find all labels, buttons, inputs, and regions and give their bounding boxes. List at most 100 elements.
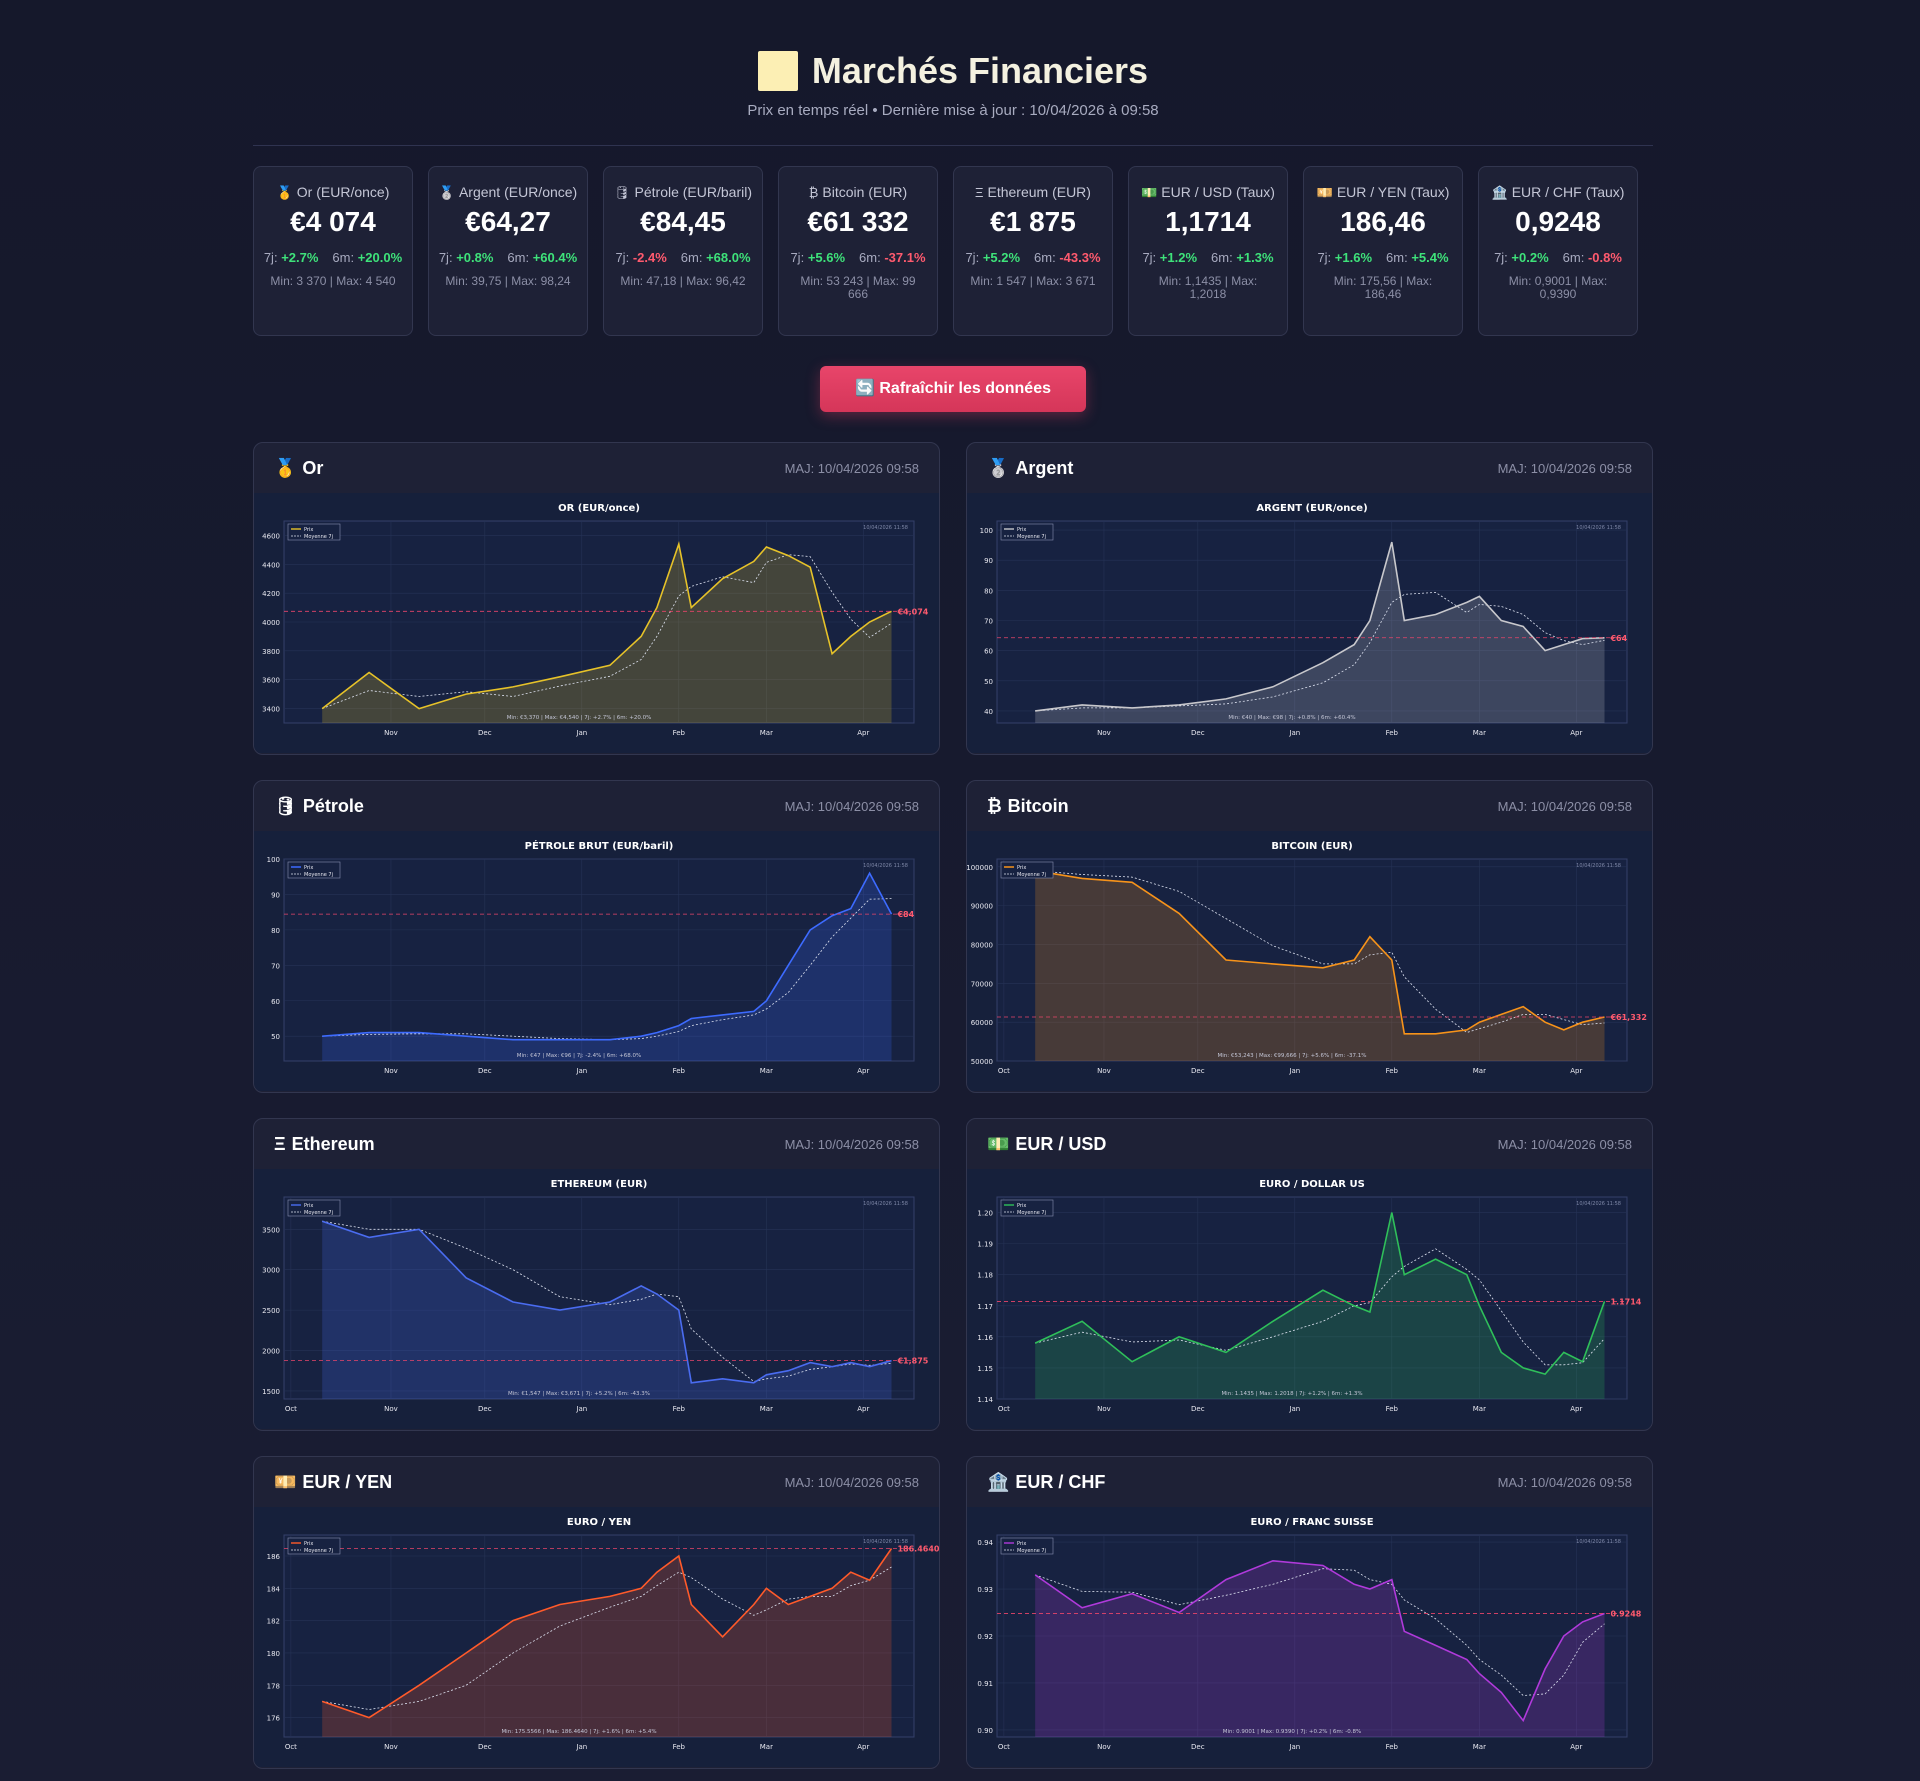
y-tick-label: 1.19 <box>977 1241 993 1249</box>
y-tick-label: 2000 <box>262 1348 280 1356</box>
refresh-button[interactable]: 🔄 Rafraîchir les données <box>820 366 1086 412</box>
change-6m-value: +5.4% <box>1411 250 1449 265</box>
asset-icon: 💴 <box>1316 185 1333 200</box>
ticker-name: Pétrole (EUR/baril) <box>634 184 752 200</box>
card-updated-time: MAJ: 10/04/2026 09:58 <box>784 1474 919 1490</box>
y-tick-label: 4400 <box>262 561 280 569</box>
y-tick-label: 1.14 <box>977 1396 993 1404</box>
price-area <box>1035 1212 1605 1399</box>
card-title-text: Ethereum <box>291 1133 375 1154</box>
chart-stats: Min: €47 | Max: €96 | 7j: -2.4% | 6m: +6… <box>517 1053 642 1059</box>
price-chart: EURO / YEN 176 178 180 182 184 186 Oct Nov Dec Jan… <box>267 1517 939 1751</box>
y-tick-label: 4600 <box>262 532 280 540</box>
card-header: 🥇 Or MAJ: 10/04/2026 09:58 <box>254 443 939 493</box>
change-6m-value: -37.1% <box>884 250 926 265</box>
ticker-changes: 7j: +1.2% 6m: +1.3% <box>1135 250 1281 265</box>
ticker-name: Argent (EUR/once) <box>458 184 578 200</box>
change-6m: 6m: +20.0% <box>332 250 402 265</box>
chart-timestamp: 10/04/2026 11:58 <box>1576 1539 1621 1545</box>
y-tick-label: 0.94 <box>977 1539 993 1547</box>
price-area <box>1035 1560 1605 1737</box>
current-price-label: €61,332 <box>1609 1013 1646 1022</box>
plot-frame <box>283 1196 915 1400</box>
x-tick-label: Jan <box>1288 1743 1300 1751</box>
change-7d: 7j: +5.6% <box>790 250 845 265</box>
change-7d-value: +0.8% <box>456 250 494 265</box>
legend-label: Moyenne 7j <box>1017 534 1046 540</box>
legend-label: Moyenne 7j <box>304 1210 333 1216</box>
ticker-card: 💵 EUR / USD (Taux) 1,1714 7j: +1.2% 6m: +… <box>1128 166 1288 336</box>
price-chart: EURO / FRANC SUISSE 0.90 0.91 0.92 0.93 0.94 O… <box>977 1517 1641 1751</box>
plot-frame <box>996 1196 1628 1400</box>
ticker-row: 🥇 Or (EUR/once) €4 074 7j: +2.7% 6m: +20.… <box>253 166 1653 336</box>
y-tick-label: 80 <box>271 927 280 935</box>
chart-area: EURO / YEN 176 178 180 182 184 186 Oct Nov Dec Jan… <box>254 1507 939 1767</box>
card-header: Ξ Ethereum MAJ: 10/04/2026 09:58 <box>254 1119 939 1169</box>
y-tick-label: 184 <box>267 1585 281 1593</box>
y-tick-label: 0.92 <box>977 1633 993 1641</box>
y-tick-label: 80000 <box>971 941 993 949</box>
ticker-changes: 7j: -2.4% 6m: +68.0% <box>610 250 756 265</box>
y-tick-label: 3500 <box>262 1226 280 1234</box>
ticker-card: 🥇 Or (EUR/once) €4 074 7j: +2.7% 6m: +20.… <box>253 166 413 336</box>
x-tick-label: Apr <box>1570 1067 1582 1075</box>
y-tick-label: 3000 <box>262 1267 280 1275</box>
y-tick-label: 3800 <box>262 648 280 656</box>
y-tick-label: 90000 <box>971 903 993 911</box>
change-7d: 7j: +5.2% <box>965 250 1020 265</box>
current-price-label: €84 <box>896 910 914 919</box>
asset-icon: 🏦 <box>1491 185 1508 200</box>
change-6m: 6m: +5.4% <box>1386 250 1449 265</box>
chart-card: 🏦 EUR / CHF MAJ: 10/04/2026 09:58 EURO / … <box>966 1456 1653 1769</box>
legend-label: Prix <box>304 527 313 533</box>
card-title-text: Or <box>302 457 324 478</box>
card-header: ₿ Bitcoin MAJ: 10/04/2026 09:58 <box>967 781 1652 831</box>
card-updated-time: MAJ: 10/04/2026 09:58 <box>784 460 919 476</box>
chart-card: 💴 EUR / YEN MAJ: 10/04/2026 09:58 EURO / … <box>253 1456 940 1769</box>
x-tick-label: Mar <box>760 1405 773 1413</box>
chart-icon <box>757 51 798 91</box>
ticker-minmax: Min: 39,75 | Max: 98,24 <box>445 274 571 288</box>
y-tick-label: 70 <box>271 962 280 970</box>
x-tick-label: Feb <box>1386 1743 1399 1751</box>
change-7d-value: +0.2% <box>1511 250 1549 265</box>
ticker-minmax: Min: 47,18 | Max: 96,42 <box>620 274 746 288</box>
x-tick-label: Nov <box>1097 1743 1111 1751</box>
ticker-name: EUR / USD (Taux) <box>1161 184 1275 200</box>
y-tick-label: 178 <box>267 1682 280 1690</box>
y-tick-label: 40 <box>984 708 993 716</box>
chart-stats: Min: 1.1435 | Max: 1.2018 | 7j: +1.2% | … <box>1221 1391 1362 1397</box>
moving-average-line <box>322 1566 892 1710</box>
ticker-card: Ξ Ethereum (EUR) €1 875 7j: +5.2% 6m: -43… <box>953 166 1113 336</box>
change-6m-label: 6m: <box>1386 250 1408 265</box>
x-tick-label: Jan <box>1288 729 1300 737</box>
y-tick-label: 70000 <box>971 980 993 988</box>
card-title: 💴 EUR / YEN <box>274 1472 392 1493</box>
ticker-minmax: Min: 53 243 | Max: 99 666 <box>800 274 916 301</box>
price-line <box>1034 1212 1606 1376</box>
price-line <box>1035 541 1605 712</box>
moving-average-line <box>322 898 892 1041</box>
y-tick-label: 100000 <box>967 864 993 872</box>
ticker-changes: 7j: +0.2% 6m: -0.8% <box>1485 250 1631 265</box>
ticker-name: Ethereum (EUR) <box>987 184 1091 200</box>
change-6m-label: 6m: <box>332 250 355 265</box>
legend-label: Moyenne 7j <box>1017 1210 1046 1216</box>
y-tick-label: 182 <box>267 1618 280 1626</box>
change-7d-label: 7j: <box>790 250 805 265</box>
current-price-label: €64 <box>1609 634 1627 643</box>
change-6m-label: 6m: <box>1211 250 1233 265</box>
chart-card: Ξ Ethereum MAJ: 10/04/2026 09:58 ETHEREUM… <box>253 1118 940 1431</box>
chart-title: EURO / FRANC SUISSE <box>1250 1517 1373 1528</box>
ticker-label: 💴 EUR / YEN (Taux) <box>1310 185 1456 201</box>
change-6m-label: 6m: <box>507 250 530 265</box>
ticker-name: EUR / CHF (Taux) <box>1511 184 1625 200</box>
change-7d-value: -2.4% <box>632 250 667 265</box>
chart-title: PÉTROLE BRUT (EUR/baril) <box>525 839 674 852</box>
chart-area: PÉTROLE BRUT (EUR/baril) 50 60 70 80 90 100 Nov… <box>254 831 939 1091</box>
x-tick-label: Mar <box>760 1743 773 1751</box>
chart-area: ARGENT (EUR/once) 40 50 60 70 80 90 100 Nov Dec Ja… <box>967 493 1652 753</box>
plot-frame <box>283 1534 915 1738</box>
chart-timestamp: 10/04/2026 11:58 <box>863 863 908 869</box>
ticker-minmax: Min: 1,1435 | Max: 1,2018 <box>1158 274 1258 301</box>
